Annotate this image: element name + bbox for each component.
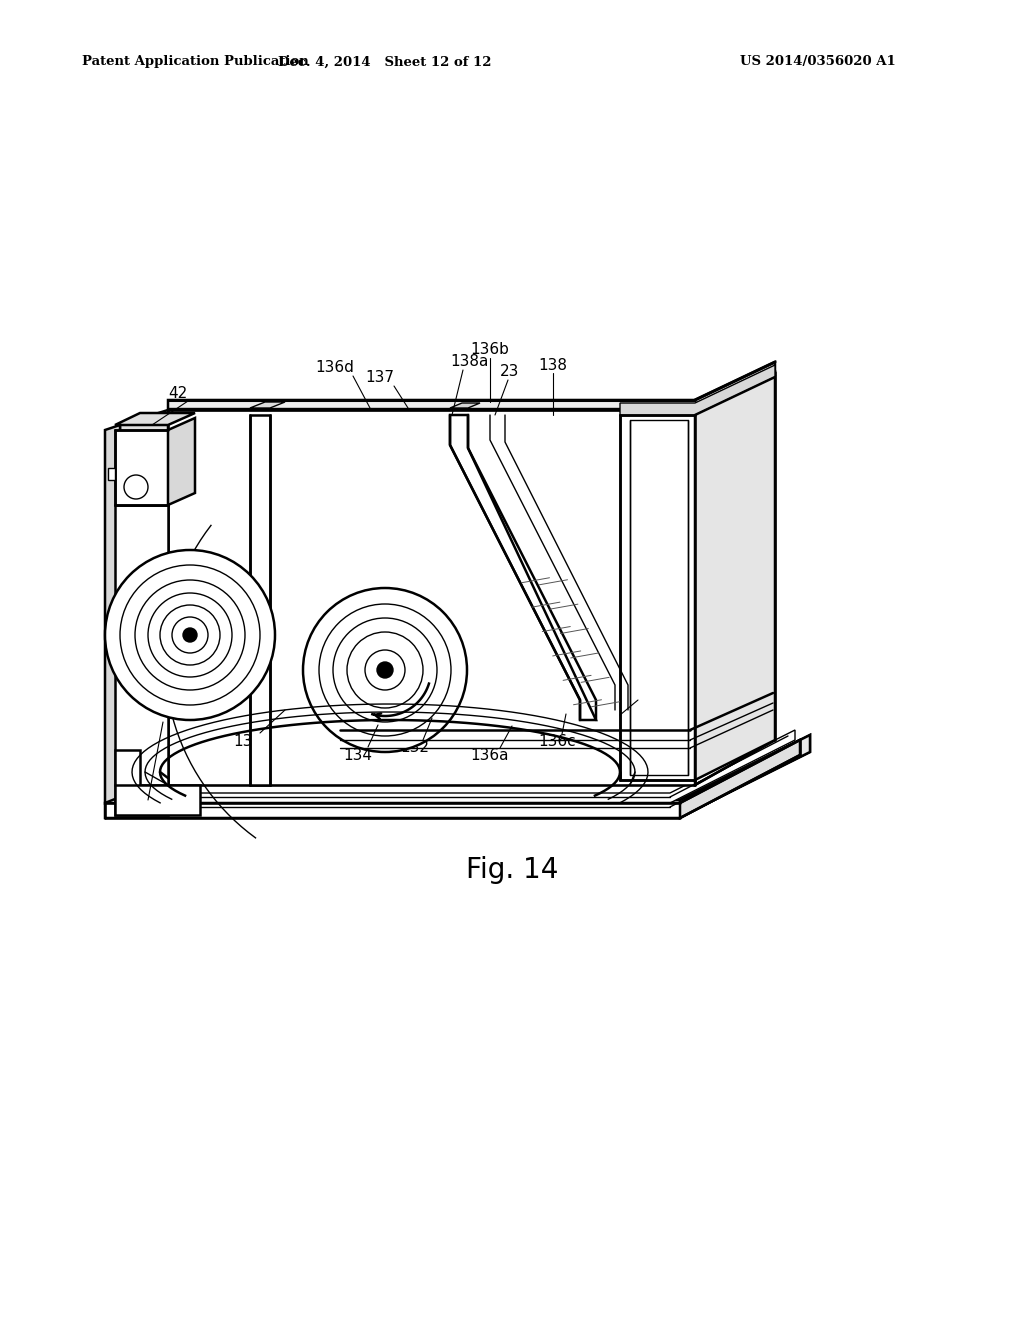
Circle shape xyxy=(124,475,148,499)
Polygon shape xyxy=(115,785,200,814)
Circle shape xyxy=(183,628,197,642)
Polygon shape xyxy=(695,378,775,780)
Circle shape xyxy=(172,616,208,653)
Polygon shape xyxy=(168,362,775,411)
Text: 134: 134 xyxy=(343,747,373,763)
Text: US 2014/0356020 A1: US 2014/0356020 A1 xyxy=(740,55,896,69)
Polygon shape xyxy=(680,741,800,818)
Circle shape xyxy=(377,663,393,678)
Polygon shape xyxy=(108,469,115,480)
Polygon shape xyxy=(105,425,120,803)
Polygon shape xyxy=(680,735,810,817)
Text: 138a: 138a xyxy=(451,355,489,370)
Text: 135: 135 xyxy=(233,734,262,750)
Text: 23: 23 xyxy=(501,364,520,380)
Polygon shape xyxy=(620,414,695,780)
Polygon shape xyxy=(115,800,168,814)
Circle shape xyxy=(105,550,275,719)
Text: S: S xyxy=(354,630,366,647)
Text: Dec. 4, 2014   Sheet 12 of 12: Dec. 4, 2014 Sheet 12 of 12 xyxy=(279,55,492,69)
Circle shape xyxy=(303,587,467,752)
Text: 138: 138 xyxy=(539,358,567,372)
Text: 32: 32 xyxy=(145,722,165,738)
Text: Fig. 14: Fig. 14 xyxy=(466,855,558,884)
Polygon shape xyxy=(168,418,195,506)
Polygon shape xyxy=(115,750,140,800)
Polygon shape xyxy=(620,366,775,414)
Polygon shape xyxy=(250,403,285,408)
Polygon shape xyxy=(168,411,695,785)
Polygon shape xyxy=(120,411,168,800)
Polygon shape xyxy=(695,372,775,785)
Polygon shape xyxy=(130,730,795,803)
Polygon shape xyxy=(450,403,480,408)
Circle shape xyxy=(365,649,406,690)
Text: 42: 42 xyxy=(168,385,187,400)
Text: 137: 137 xyxy=(366,371,394,385)
Polygon shape xyxy=(115,430,168,506)
Polygon shape xyxy=(115,413,195,425)
Text: 132: 132 xyxy=(400,741,429,755)
Text: 136b: 136b xyxy=(471,342,509,358)
Polygon shape xyxy=(630,420,688,775)
Polygon shape xyxy=(115,506,168,785)
Text: Patent Application Publication: Patent Application Publication xyxy=(82,55,309,69)
Text: 136d: 136d xyxy=(315,360,354,375)
Polygon shape xyxy=(250,414,270,785)
Polygon shape xyxy=(105,741,800,818)
Polygon shape xyxy=(450,414,596,719)
Text: 138b: 138b xyxy=(629,698,668,714)
Text: 136a: 136a xyxy=(471,748,509,763)
Polygon shape xyxy=(120,735,810,817)
Text: 136c: 136c xyxy=(539,734,575,750)
